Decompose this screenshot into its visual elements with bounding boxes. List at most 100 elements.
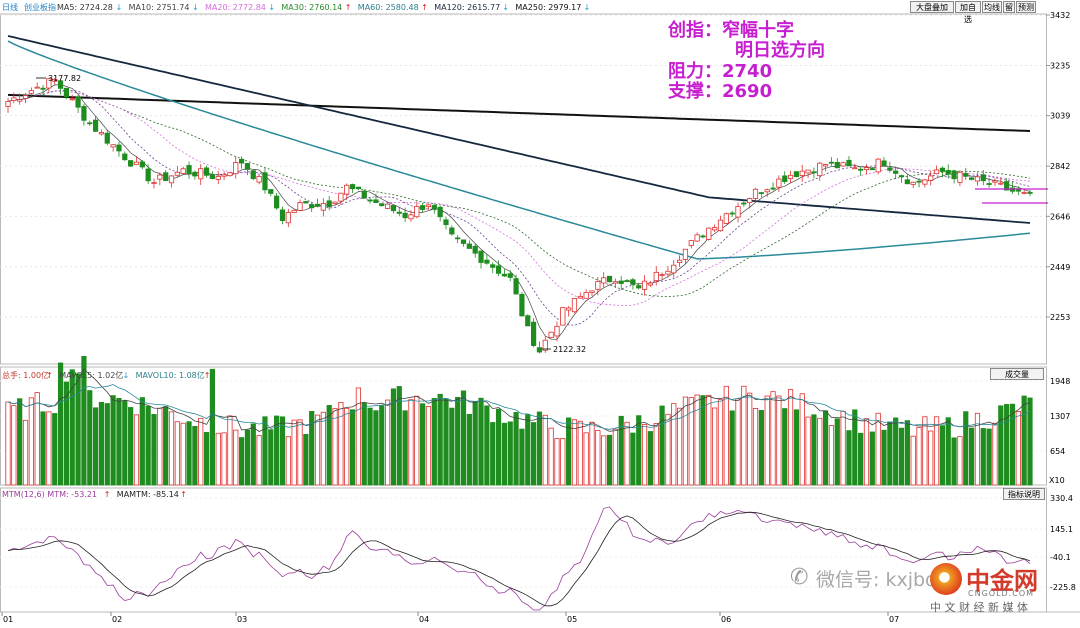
candle-body xyxy=(776,178,782,188)
volume-bar xyxy=(390,388,397,486)
vol-label: MAVOL5: 1.02亿 xyxy=(59,370,123,380)
candle-body xyxy=(314,203,321,207)
candle-body xyxy=(455,237,461,240)
candle-body xyxy=(811,171,817,174)
candle-body xyxy=(922,179,928,185)
volume-bar xyxy=(344,407,350,486)
candle-body xyxy=(5,101,11,107)
volume-indicator-button[interactable]: 成交量 xyxy=(990,368,1044,380)
volume-bar xyxy=(52,413,58,486)
mtm-axis-label: -225.8 xyxy=(1050,583,1076,592)
x-axis-label: 06 xyxy=(721,615,731,624)
candle-body xyxy=(560,307,566,326)
candle-body xyxy=(501,273,508,277)
candle-body xyxy=(104,132,110,144)
volume-bar xyxy=(414,395,420,486)
candle-body xyxy=(466,243,472,249)
candle-body xyxy=(408,214,414,220)
candle-body xyxy=(881,160,887,167)
volume-bar xyxy=(373,410,379,486)
mtm-label: MAMTM: -85.14 xyxy=(117,490,179,499)
candle-body xyxy=(338,192,344,202)
ma60-line xyxy=(7,40,1031,260)
add-watchlist-button[interactable]: 加自选 xyxy=(955,1,981,24)
candle-body xyxy=(601,277,607,284)
volume-bar xyxy=(951,437,957,486)
volume-bar xyxy=(133,414,140,486)
candle-body xyxy=(858,168,864,171)
volume-bar xyxy=(618,415,624,486)
volume-bar xyxy=(641,424,648,486)
volume-bar xyxy=(186,421,192,486)
candle-body xyxy=(203,167,210,176)
volume-bar xyxy=(46,411,52,486)
moving-average-button[interactable]: 均线 xyxy=(982,1,1002,13)
candle-body xyxy=(93,119,99,132)
candle-body xyxy=(256,175,262,183)
candle-body xyxy=(1021,191,1027,194)
candle-body xyxy=(163,172,169,181)
candle-body xyxy=(653,271,659,282)
forecast-button[interactable]: 预测 xyxy=(1016,1,1036,13)
volume-bar xyxy=(957,436,963,486)
candle-body xyxy=(52,79,58,82)
volume-bar xyxy=(116,398,122,486)
candle-body xyxy=(893,170,899,174)
candle-body xyxy=(612,281,618,284)
volume-bar xyxy=(81,356,87,486)
indicator-help-button[interactable]: 指标说明 xyxy=(1003,488,1045,500)
volume-bar xyxy=(863,418,870,486)
volume-bar xyxy=(425,406,432,486)
volume-bar xyxy=(238,437,245,486)
volume-bar xyxy=(379,405,385,486)
volume-bar xyxy=(963,411,969,486)
volume-legend: 总手: 1.00亿↑ MAVOL5: 1.02亿 ↓ MAVOL10: 1.08亿 ↑ xyxy=(2,370,211,380)
volume-bar xyxy=(694,394,700,486)
candle-body xyxy=(233,162,239,175)
mtm-arrow: ↑ xyxy=(104,490,111,499)
price-axis-label: 3432 xyxy=(1050,11,1070,20)
candle-body xyxy=(1027,192,1033,194)
candle-body xyxy=(472,245,478,254)
candle-body xyxy=(285,212,291,224)
volume-bar xyxy=(688,397,694,486)
volume-bar xyxy=(554,438,560,486)
ma5-line xyxy=(7,84,1031,340)
volume-bar xyxy=(320,411,326,486)
x-axis-label: 04 xyxy=(419,615,429,624)
wechat-icon: ✆ xyxy=(790,565,809,590)
volume-bar xyxy=(653,423,659,486)
high-price-label: 3177.82 xyxy=(48,74,81,83)
candle-body xyxy=(69,98,75,101)
annotation-line-2: 明日选方向 xyxy=(735,40,825,61)
keep-button[interactable]: 留 xyxy=(1003,1,1015,13)
mtm-axis-label: -40.1 xyxy=(1050,553,1071,562)
volume-bar xyxy=(128,407,134,486)
candle-body xyxy=(116,144,122,152)
index-overlay-button[interactable]: 大盘叠加 xyxy=(910,1,954,13)
volume-bar xyxy=(601,435,607,486)
candle-body xyxy=(361,191,367,199)
candle-body xyxy=(250,170,256,180)
candle-body xyxy=(939,167,946,172)
candle-body xyxy=(840,162,846,167)
candle-body xyxy=(40,87,46,90)
volume-bar xyxy=(630,432,636,486)
candle-body xyxy=(11,97,17,101)
candle-body xyxy=(700,235,706,238)
candle-body xyxy=(659,274,665,276)
candle-body xyxy=(969,177,975,180)
candle-body xyxy=(624,280,630,282)
volume-bar xyxy=(215,432,221,486)
ma-arrow: ↓ xyxy=(192,3,199,12)
candle-body xyxy=(215,176,221,180)
volume-bar xyxy=(729,410,735,486)
candle-body xyxy=(671,264,677,274)
candle-body xyxy=(192,171,198,177)
candle-body xyxy=(244,163,251,170)
volume-bar xyxy=(34,392,40,486)
candle-body xyxy=(735,206,741,218)
candle-body xyxy=(379,203,385,207)
ma-label: MA10: 2751.74 xyxy=(129,3,190,12)
